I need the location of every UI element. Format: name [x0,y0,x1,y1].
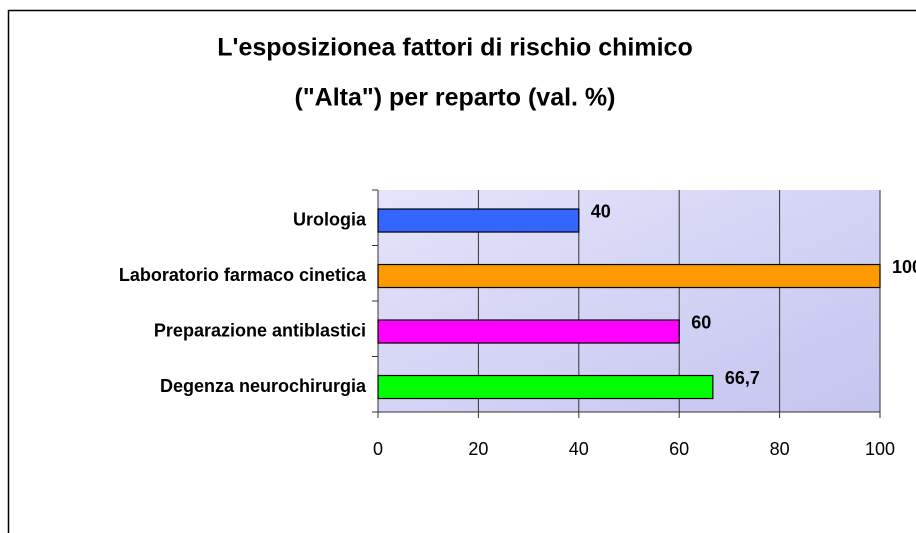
y-tick-label: Preparazione antiblastici [154,320,366,340]
x-tick-label: 80 [770,439,790,459]
x-tick-label: 60 [669,439,689,459]
y-tick-label: Laboratorio farmaco cinetica [119,265,367,285]
value-label: 66,7 [725,368,760,388]
y-tick-label: Degenza neurochirurgia [160,376,367,396]
x-tick-label: 0 [373,439,383,459]
value-label: 60 [691,312,711,332]
chart-title: L'esposizionea fattori di rischio chimic… [217,34,692,62]
value-label: 100 [892,257,916,277]
x-tick-label: 40 [569,439,589,459]
bar [377,374,714,400]
chart-title: ("Alta") per reparto (val. %) [295,84,616,112]
bar [377,208,580,233]
y-tick-label: Urologia [293,209,367,229]
bar [377,319,680,344]
x-tick-label: 100 [865,439,895,459]
x-tick-label: 20 [468,439,488,459]
bar [377,263,881,289]
value-label: 40 [591,201,611,221]
